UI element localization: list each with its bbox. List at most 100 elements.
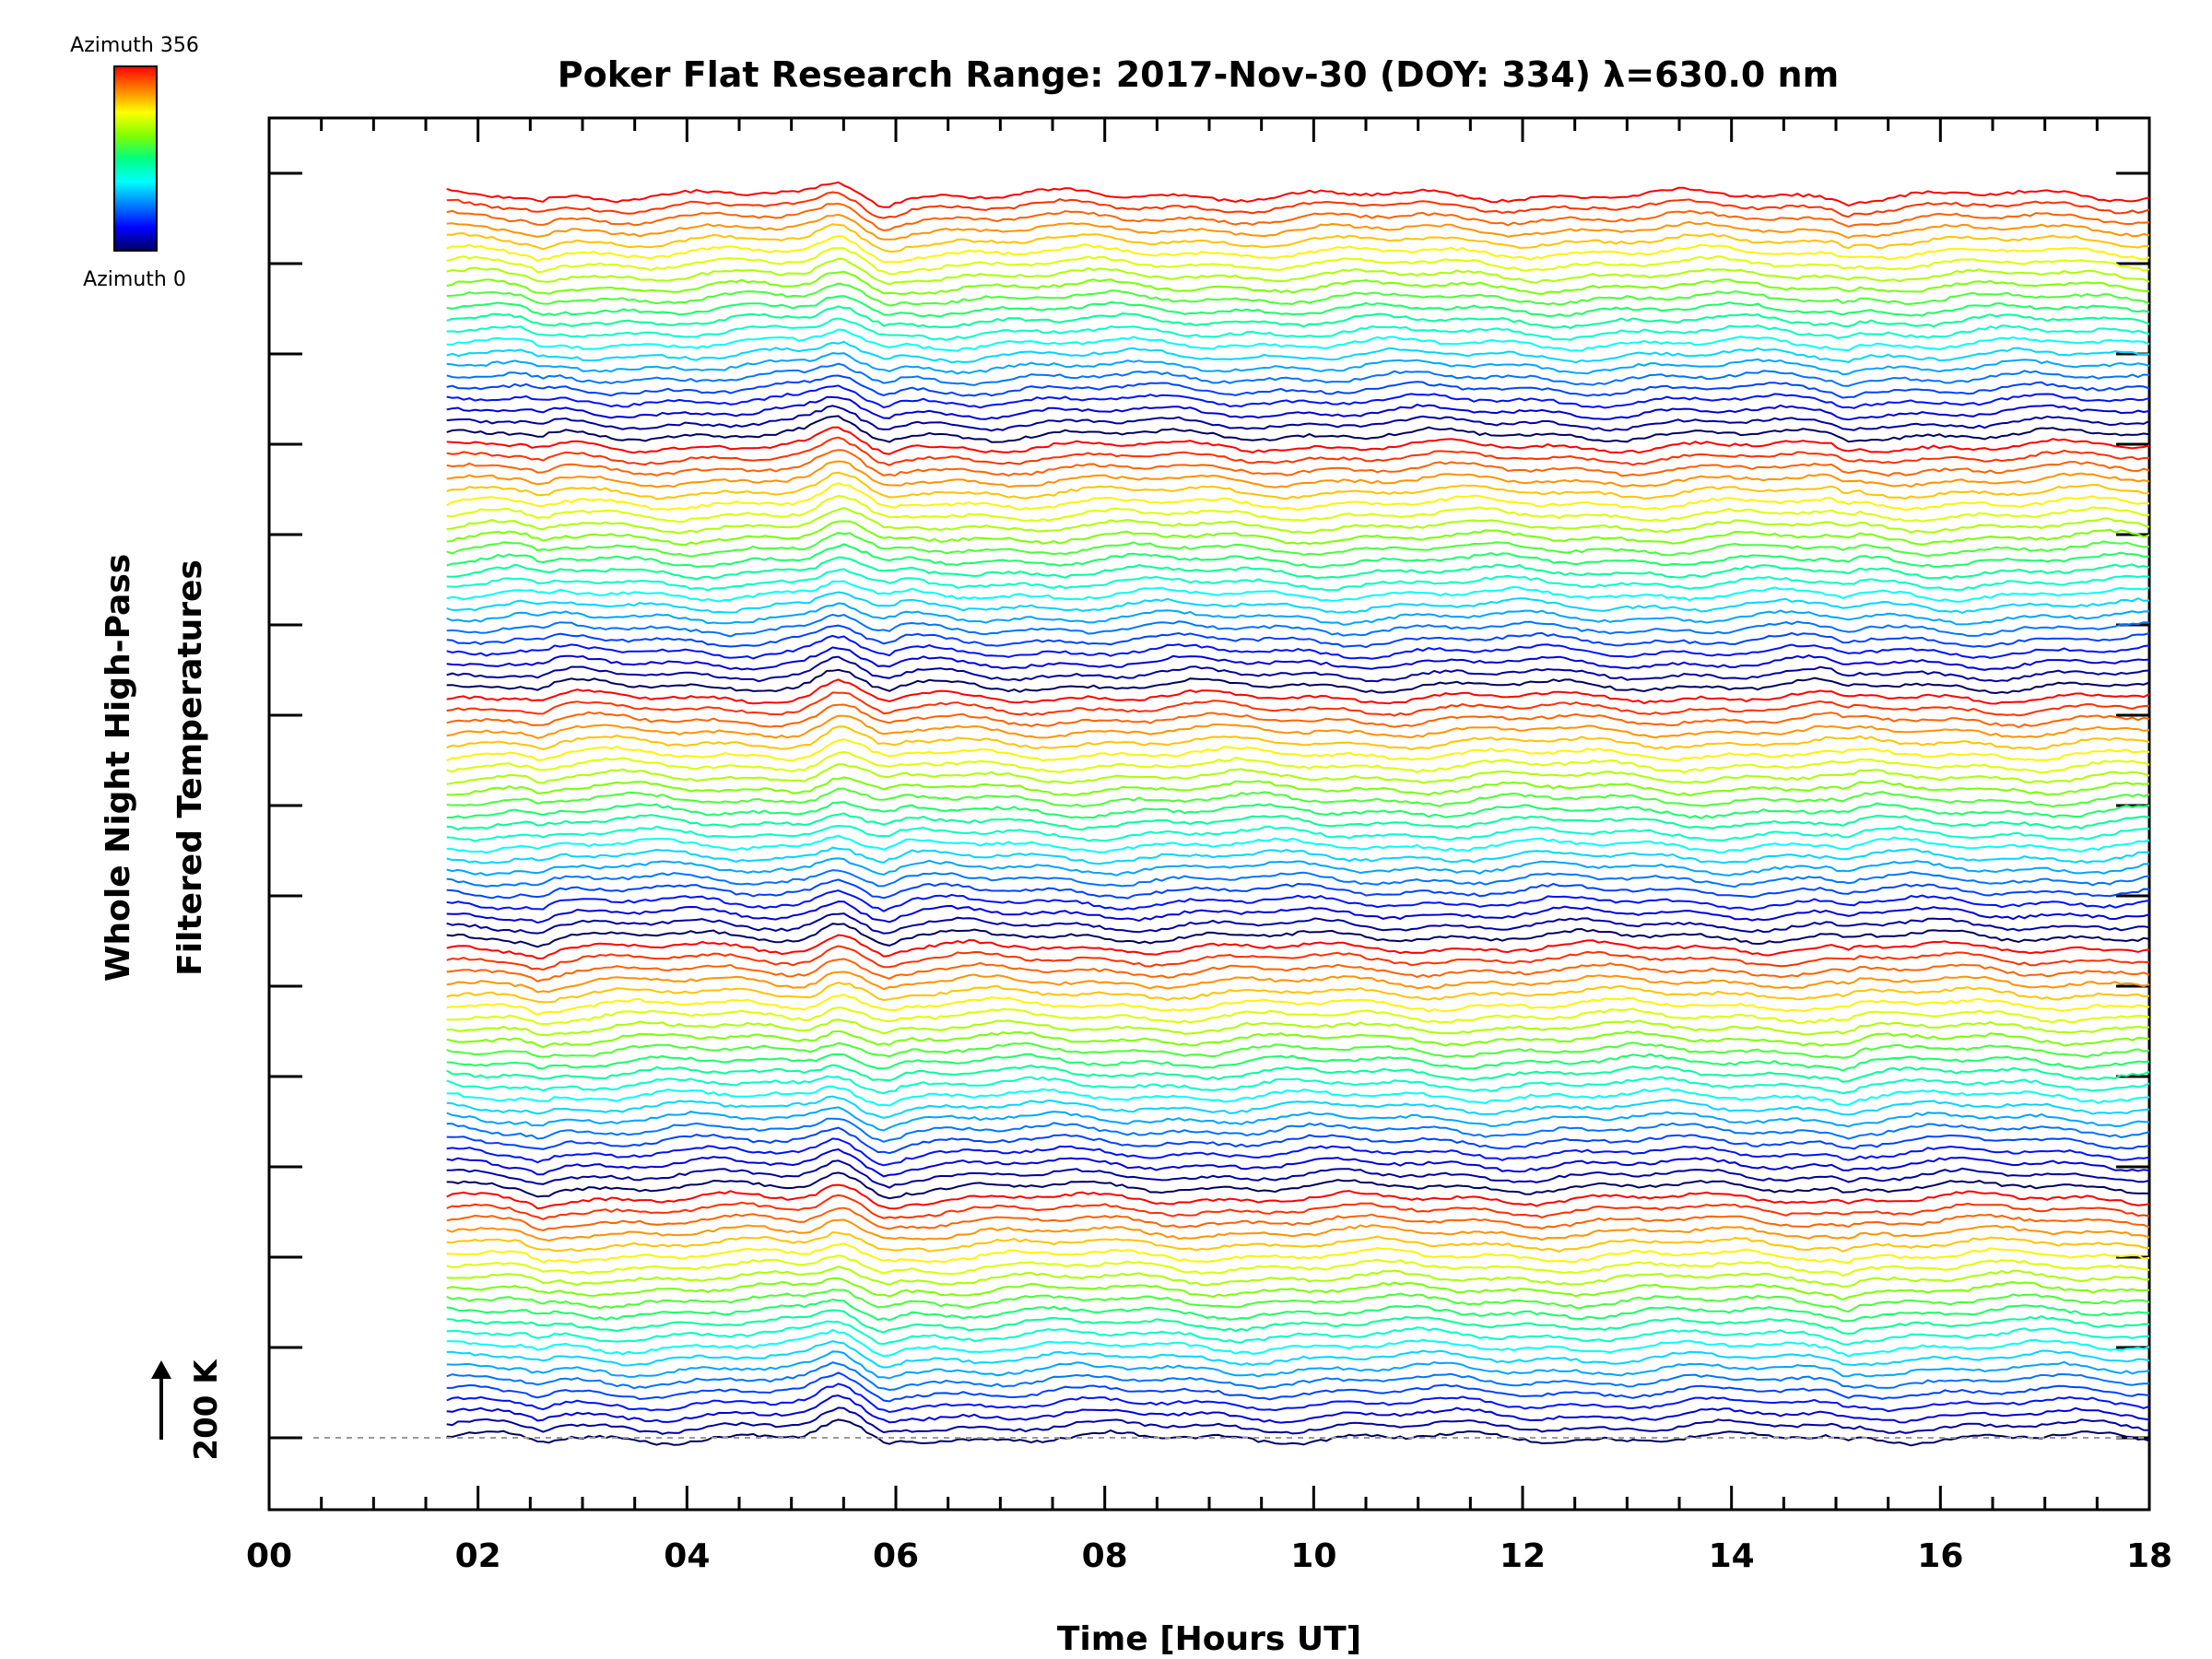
series-line [446, 678, 2150, 705]
series-line [446, 613, 2150, 638]
series-line [446, 1053, 2150, 1072]
series-line [446, 900, 2150, 924]
series-line [446, 436, 2150, 466]
series-line [446, 834, 2150, 854]
x-tick-label: 12 [1500, 1537, 1546, 1575]
series-line [446, 362, 2150, 387]
y-axis-label-line2: Filtered Temperatures [171, 559, 209, 976]
x-tick-label: 00 [246, 1537, 292, 1575]
series-line [446, 556, 2150, 581]
series-line [446, 494, 2150, 524]
x-tick-label: 18 [2126, 1537, 2172, 1575]
series-line [446, 1230, 2150, 1253]
series-line [446, 340, 2150, 364]
series-line [446, 602, 2150, 626]
series-line [446, 750, 2150, 774]
series-line [446, 181, 2150, 208]
series-line [446, 1117, 2150, 1143]
series-line [446, 235, 2150, 264]
series-line [446, 1288, 2150, 1313]
series-line [446, 981, 2150, 1004]
x-tick-labels: 00 02 04 06 08 10 12 14 16 18 [246, 1537, 2172, 1575]
series-line [446, 1159, 2150, 1189]
series-line [446, 878, 2150, 900]
series-line [446, 257, 2150, 286]
series-line [446, 191, 2150, 219]
x-tick-label: 10 [1290, 1537, 1336, 1575]
series-line [446, 282, 2150, 307]
colorbar-top-label: Azimuth 356 [70, 34, 199, 57]
series-line [446, 945, 2150, 971]
series-line [446, 1320, 2150, 1346]
series-line [446, 624, 2150, 649]
series-line [446, 1265, 2150, 1288]
series-line [446, 213, 2150, 241]
series-line [446, 449, 2150, 477]
series-line [446, 591, 2150, 614]
series-line [446, 1218, 2150, 1242]
series-line [446, 738, 2150, 762]
series-line [446, 507, 2150, 535]
series-line [446, 1041, 2150, 1059]
series-line [446, 202, 2150, 232]
series-line [446, 1328, 2150, 1358]
scale-marker: 200 K [151, 1359, 225, 1461]
y-axis-label-line1: Whole Night High-Pass [100, 554, 137, 982]
series-line [446, 471, 2150, 500]
series-line [446, 580, 2150, 603]
series-line [446, 1340, 2150, 1369]
series-lines [446, 181, 2150, 1447]
series-line [446, 460, 2150, 488]
series-line [446, 305, 2150, 330]
series-line [446, 776, 2150, 797]
series-line [446, 568, 2150, 592]
series-line [446, 801, 2150, 819]
series-line [446, 1075, 2150, 1095]
series-line [446, 374, 2150, 399]
chart-title: Poker Flat Research Range: 2017-Nov-30 (… [558, 54, 1839, 95]
x-tick-label: 04 [664, 1537, 710, 1575]
series-line [446, 270, 2150, 296]
series-line [446, 889, 2150, 912]
series-line [446, 1018, 2150, 1037]
series-line [446, 1126, 2150, 1155]
series-line [446, 1064, 2150, 1083]
series-line [446, 1194, 2150, 1220]
series-line [446, 1095, 2150, 1119]
series-line [446, 857, 2150, 877]
colorbar-bottom-label: Azimuth 0 [83, 268, 186, 291]
series-line [446, 1361, 2150, 1392]
series-line [446, 691, 2150, 717]
series-line [446, 634, 2150, 660]
series-line [446, 317, 2150, 341]
series-line [446, 1406, 2150, 1435]
series-line [446, 1085, 2150, 1107]
series-line [446, 223, 2150, 253]
series-line [446, 395, 2150, 421]
series-line [446, 328, 2150, 352]
azimuth-colorbar: Azimuth 356 Azimuth 0 [70, 34, 199, 291]
series-line [446, 763, 2150, 785]
series-line [446, 971, 2150, 994]
series-line [446, 415, 2150, 443]
series-line [446, 703, 2150, 729]
series-line [446, 668, 2150, 695]
x-tick-label: 02 [455, 1537, 501, 1575]
series-line [446, 295, 2150, 318]
series-line [446, 1206, 2150, 1232]
colorbar-gradient [113, 65, 158, 252]
series-line [446, 543, 2150, 569]
series-line [446, 912, 2150, 935]
series-line [446, 934, 2150, 959]
series-line [446, 1106, 2149, 1132]
series-line [446, 846, 2150, 865]
series-line [446, 247, 2150, 276]
series-line [446, 1171, 2150, 1200]
series-line [446, 994, 2150, 1016]
series-line [446, 426, 2150, 455]
series-line [446, 520, 2150, 547]
scale-label: 200 K [188, 1359, 225, 1461]
series-line [446, 405, 2150, 432]
series-line [446, 923, 2150, 948]
